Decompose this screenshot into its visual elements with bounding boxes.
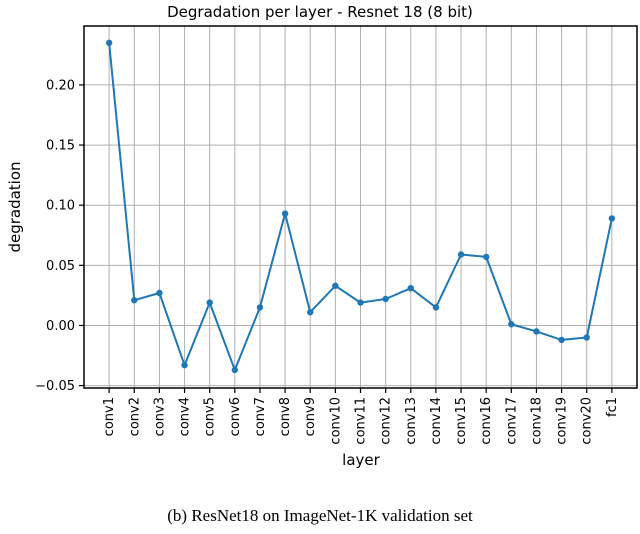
- y-tick-label: 0.00: [46, 319, 75, 334]
- x-tick-label: conv1: [102, 397, 117, 436]
- data-point: [281, 210, 289, 217]
- y-tick-label: 0.05: [46, 259, 75, 274]
- x-tick-label: conv7: [253, 397, 268, 436]
- x-tick-label: conv20: [580, 397, 595, 445]
- x-tick-label: conv14: [429, 397, 444, 445]
- figure-caption: (b) ResNet18 on ImageNet-1K validation s…: [167, 506, 473, 525]
- data-point: [382, 295, 389, 303]
- data-point: [131, 297, 138, 304]
- data-point: [156, 289, 163, 297]
- data-point: [105, 39, 113, 47]
- x-tick-label: conv4: [178, 397, 193, 436]
- data-point: [457, 251, 465, 258]
- y-tick-label: 0.15: [46, 139, 75, 154]
- x-tick-label: conv19: [555, 397, 570, 445]
- data-point: [482, 253, 490, 261]
- data-point: [332, 282, 339, 289]
- x-tick-label: conv10: [328, 397, 343, 445]
- data-point: [231, 366, 239, 374]
- x-tick-label: conv11: [354, 397, 369, 445]
- data-point: [558, 336, 565, 344]
- x-tick-label: conv17: [504, 397, 519, 445]
- data-point: [583, 334, 590, 341]
- data-point: [533, 328, 540, 335]
- data-point: [206, 299, 213, 306]
- x-tick-label: fc1: [605, 397, 620, 417]
- y-tick-label: 0.10: [46, 199, 75, 214]
- x-tick-label: conv18: [529, 397, 544, 445]
- x-tick-label: conv6: [228, 397, 243, 436]
- x-tick-label: conv15: [454, 397, 469, 445]
- x-tick-label: conv5: [203, 397, 218, 436]
- data-point: [256, 304, 264, 311]
- x-tick-label: conv9: [303, 397, 318, 436]
- y-tick-label: −0.05: [35, 379, 75, 394]
- data-point: [307, 309, 314, 316]
- x-tick-label: conv13: [404, 397, 419, 445]
- chart-title: Degradation per layer - Resnet 18 (8 bit…: [167, 3, 473, 21]
- data-point: [432, 304, 440, 311]
- x-tick-label: conv16: [479, 397, 494, 445]
- plot-area: 0.20 0.15 0.10 0.05 0.00 −0.05 conv1 conv2 conv3…: [35, 25, 638, 445]
- data-point: [357, 299, 364, 306]
- data-point: [407, 284, 414, 292]
- data-point: [508, 321, 515, 328]
- x-axis-label: layer: [342, 451, 380, 469]
- data-point: [181, 361, 188, 369]
- y-tick-label: 0.20: [46, 78, 75, 93]
- data-point: [608, 215, 616, 222]
- x-tick-label: conv8: [278, 397, 293, 436]
- x-tick-label: conv12: [379, 397, 394, 445]
- x-tick-label: conv3: [152, 397, 167, 436]
- x-tick-label: conv2: [127, 397, 142, 436]
